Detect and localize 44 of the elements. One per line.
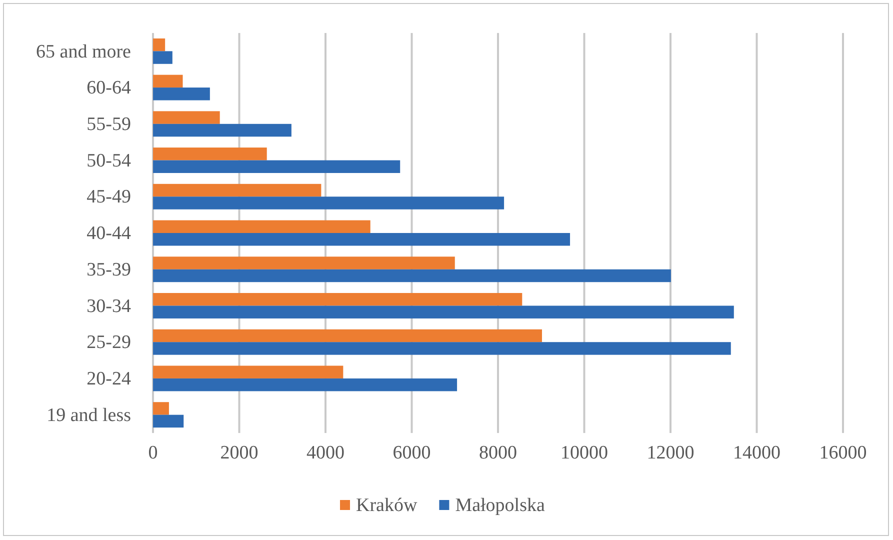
bar: [153, 414, 184, 428]
bar: [153, 74, 183, 88]
y-tick-label: 65 and more: [36, 41, 131, 62]
bar: [153, 196, 504, 210]
x-tick-label: 14000: [733, 442, 780, 464]
y-tick-label: 50-54: [86, 150, 132, 172]
y-tick-label: 19 and less: [46, 404, 131, 426]
bar: [153, 402, 169, 415]
x-tick-label: 8000: [479, 442, 517, 464]
y-tick-label: 60-64: [86, 78, 132, 99]
x-tick-label: 12000: [646, 442, 694, 464]
bar: [153, 366, 344, 378]
bar: [153, 329, 542, 342]
bar: [153, 38, 166, 52]
bar: [153, 148, 267, 160]
bar: [153, 124, 292, 137]
x-tick-label: 10000: [560, 442, 608, 464]
x-tick-label: 2000: [220, 442, 258, 464]
bar: [153, 269, 671, 282]
x-tick-label: 4000: [306, 442, 344, 464]
y-tick-label: 20-24: [86, 368, 132, 390]
legend-label: Małopolska: [455, 495, 546, 516]
bar: [153, 293, 522, 306]
bar: [153, 220, 370, 233]
y-tick-label: 40-44: [86, 223, 132, 244]
bar: [153, 88, 210, 100]
bar: [153, 111, 220, 124]
bar: [153, 378, 458, 392]
y-tick-label: 35-39: [86, 259, 131, 280]
bar: [153, 51, 172, 64]
bar: [153, 342, 731, 355]
bar: [153, 233, 570, 246]
bar: [153, 184, 322, 197]
y-tick-label: 25-29: [86, 332, 131, 354]
x-tick-label: 6000: [392, 442, 431, 464]
y-tick-label: 45-49: [86, 186, 131, 208]
legend-label: Kraków: [356, 495, 418, 516]
x-tick-label: 0: [148, 442, 158, 464]
bar: [153, 256, 455, 270]
bar: [153, 160, 400, 173]
bar: [153, 306, 734, 318]
y-tick-label: 55-59: [86, 114, 131, 135]
y-tick-label: 30-34: [86, 296, 132, 317]
x-tick-label: 16000: [819, 442, 867, 464]
